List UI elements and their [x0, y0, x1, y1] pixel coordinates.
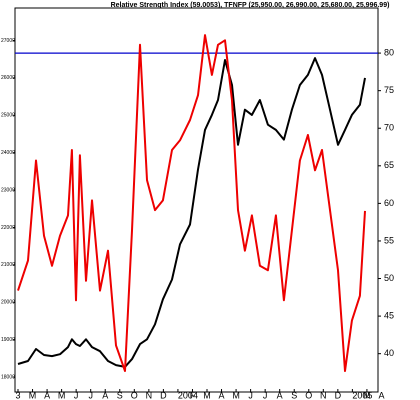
x-tick-label: M	[203, 390, 211, 400]
y2-tick-label: 75	[384, 85, 394, 95]
y2-tick-label: 50	[384, 273, 394, 283]
x-tick-label: N	[320, 390, 327, 400]
x-tick-label: S	[291, 390, 297, 400]
x-tick-label: O	[305, 390, 312, 400]
x-tick-label: A	[219, 390, 225, 400]
x-tick-label: M	[363, 390, 371, 400]
series-line	[17, 57, 366, 368]
y2-tick-label: 45	[384, 310, 394, 320]
x-tick-label: M	[232, 390, 240, 400]
x-tick-label: A	[44, 390, 50, 400]
y2-tick-label: 80	[384, 47, 394, 57]
y-tick-label: 20000	[1, 300, 15, 306]
x-tick-label: M	[58, 390, 66, 400]
x-tick-label: S	[117, 390, 123, 400]
x-tick-label: D	[160, 390, 167, 400]
y-tick-label: 21000	[1, 262, 15, 268]
x-tick-label: A	[277, 390, 283, 400]
y-tick-label: 22000	[1, 225, 15, 231]
y-tick-label: 19000	[1, 337, 15, 343]
y2-tick-label: 40	[384, 348, 394, 358]
chart-title: Relative Strength Index (59.0053), TFNFP…	[111, 2, 390, 9]
x-tick-label: 3	[15, 390, 20, 400]
x-tick-label: J	[88, 390, 93, 400]
y2-tick-label: 55	[384, 235, 394, 245]
x-tick-label: J	[248, 390, 253, 400]
x-tick-label: D	[335, 390, 342, 400]
y-tick-label: 24000	[1, 150, 15, 156]
x-tick-label: A	[102, 390, 108, 400]
y2-tick-label: 65	[384, 160, 394, 170]
y-tick-label: 27000	[1, 38, 15, 44]
x-tick-label: 2005	[352, 390, 372, 400]
x-tick-label: O	[131, 390, 138, 400]
y-tick-label: 26000	[1, 75, 15, 81]
series-line	[17, 34, 366, 372]
x-tick-label: F	[190, 390, 196, 400]
y2-tick-label: 60	[384, 198, 394, 208]
x-tick-label: J	[74, 390, 79, 400]
y-tick-label: 25000	[1, 113, 15, 119]
x-tick-label: J	[263, 390, 268, 400]
x-tick-label: 2004	[178, 390, 198, 400]
y-tick-label: 23000	[1, 187, 15, 193]
x-tick-label: M	[29, 390, 37, 400]
y-tick-label: 18000	[1, 374, 15, 380]
plot-frame	[14, 7, 379, 393]
x-tick-label: A	[378, 390, 384, 400]
y2-tick-label: 70	[384, 123, 394, 133]
x-tick-label: N	[146, 390, 153, 400]
